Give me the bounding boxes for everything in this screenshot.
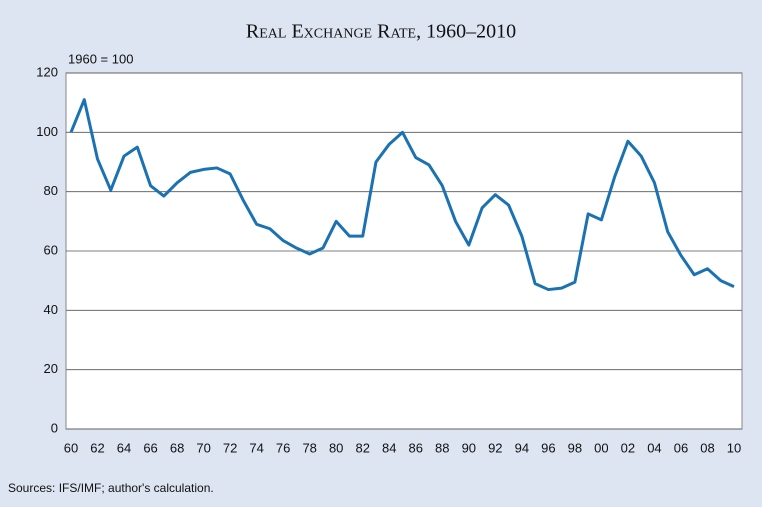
y-tick-label: 100 [36,124,58,139]
x-tick-label: 02 [621,440,635,455]
x-tick-label: 70 [196,440,210,455]
y-tick-label: 20 [44,361,58,376]
x-tick-label: 90 [462,440,476,455]
x-tick-label: 98 [568,440,582,455]
x-tick-label: 80 [329,440,343,455]
y-tick-label: 120 [36,64,58,79]
x-tick-label: 74 [249,440,263,455]
x-tick-label: 96 [541,440,555,455]
x-tick-label: 04 [647,440,661,455]
x-tick-label: 08 [700,440,714,455]
x-tick-label: 62 [90,440,104,455]
x-tick-label: 60 [64,440,78,455]
y-tick-label: 40 [44,302,58,317]
y-tick-label: 0 [51,420,58,435]
x-tick-label: 92 [488,440,502,455]
x-tick-label: 00 [594,440,608,455]
x-tick-label: 10 [727,440,741,455]
x-tick-label: 06 [674,440,688,455]
x-tick-label: 76 [276,440,290,455]
x-tick-label: 86 [409,440,423,455]
x-tick-label: 84 [382,440,396,455]
x-tick-label: 82 [355,440,369,455]
x-tick-label: 66 [143,440,157,455]
chart-title: Real Exchange Rate, 1960–2010 [246,21,516,43]
x-tick-label: 94 [515,440,529,455]
line-series [69,98,735,292]
x-tick-label: 68 [170,440,184,455]
source: Sources: IFS/IMF; author's calculation. [8,481,214,495]
y-tick-label: 80 [44,183,58,198]
x-tick-label: 72 [223,440,237,455]
x-tick-label: 78 [302,440,316,455]
x-tick-label: 64 [117,440,131,455]
x-tick-label: 88 [435,440,449,455]
subtitle: 1960 = 100 [68,51,133,66]
y-tick-label: 60 [44,242,58,257]
